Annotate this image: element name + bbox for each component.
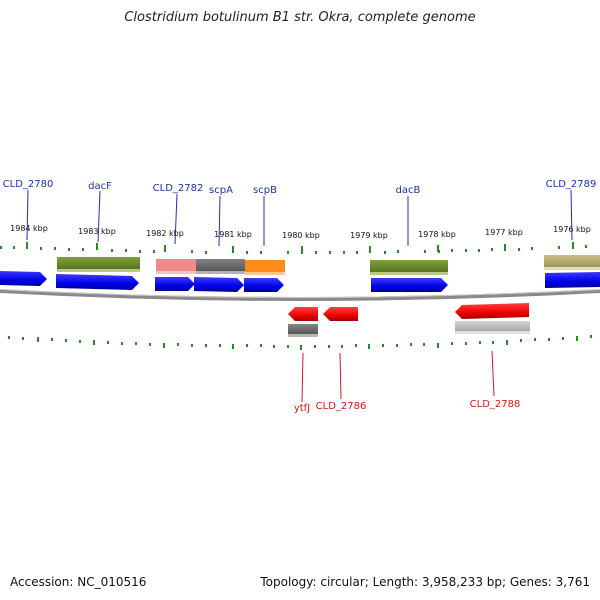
gene-label-dacf[interactable]: dacF <box>88 181 112 192</box>
major-tick <box>506 340 508 345</box>
major-tick <box>163 343 165 348</box>
callout-line <box>218 195 221 247</box>
gene-feature-scpa[interactable] <box>196 259 245 274</box>
reverse-cds-track <box>288 303 529 321</box>
major-tick <box>37 337 39 342</box>
cds-arrow-dacb[interactable] <box>371 278 448 292</box>
gene-feature-scpb[interactable] <box>245 260 285 275</box>
tick-label: 1979 kbp <box>350 231 388 240</box>
feature-shadow <box>57 269 140 272</box>
gene-label-dacb[interactable]: dacB <box>396 185 421 196</box>
gene-label-cld2780[interactable]: CLD_2780 <box>3 179 54 190</box>
major-tick <box>504 244 506 251</box>
major-tick <box>572 242 574 249</box>
tick-label: 1977 kbp <box>485 228 523 237</box>
gene-label-ytfj[interactable]: ytfJ <box>294 403 310 414</box>
tick-label: 1981 kbp <box>214 230 252 239</box>
forward-feature-track <box>57 255 600 275</box>
gene-feature-cld2789[interactable] <box>544 255 600 270</box>
callout-line <box>97 190 101 243</box>
cds-arrow-scpa[interactable] <box>194 277 244 292</box>
major-tick <box>232 344 234 349</box>
genome-backbone <box>0 289 600 301</box>
major-tick <box>437 343 439 348</box>
major-tick <box>300 345 302 350</box>
feature-shadow <box>196 271 245 274</box>
forward-cds-track <box>0 271 600 292</box>
gene-label-scpb[interactable]: scpB <box>253 185 277 196</box>
major-ticks-outer <box>26 242 574 253</box>
gene-label-cld2788[interactable]: CLD_2788 <box>470 399 521 410</box>
cds-arrow-cld2788[interactable] <box>455 303 529 319</box>
cds-arrow-cld2780[interactable] <box>0 271 47 286</box>
cds-arrow-cld2786[interactable] <box>323 307 358 321</box>
feature-shadow <box>288 334 318 337</box>
forward-gene-label-texts: CLD_2780 dacF CLD_2782 scpA scpB dacB CL… <box>3 179 597 196</box>
feature-shadow <box>156 271 196 274</box>
tick-label: 1984 kbp <box>10 224 48 233</box>
gene-feature-dacf[interactable] <box>57 257 140 272</box>
tick-labels: 1984 kbp 1983 kbp 1982 kbp 1981 kbp 1980… <box>10 224 591 240</box>
gene-feature-ytfj[interactable] <box>288 324 318 337</box>
gene-feature-dacb[interactable] <box>370 260 448 275</box>
callout-line <box>339 352 342 400</box>
forward-gene-labels <box>26 189 573 247</box>
major-tick <box>232 246 234 253</box>
major-tick <box>164 245 166 252</box>
gene-label-cld2782[interactable]: CLD_2782 <box>153 183 204 194</box>
feature-shadow <box>455 331 530 334</box>
map-title: Clostridium botulinum B1 str. Okra, comp… <box>124 10 476 25</box>
genome-backbone-highlight <box>0 289 600 298</box>
gene-feature-cld2788[interactable] <box>455 321 530 334</box>
major-tick <box>26 242 28 249</box>
major-tick <box>301 246 303 253</box>
tick-label: 1982 kbp <box>146 229 184 238</box>
major-tick <box>576 336 578 341</box>
tick-label: 1980 kbp <box>282 231 320 240</box>
callout-line <box>491 350 495 397</box>
gene-label-cld2786[interactable]: CLD_2786 <box>316 401 367 412</box>
feature-shadow <box>370 272 448 275</box>
reverse-gene-labels <box>301 350 495 403</box>
tick-label: 1978 kbp <box>418 230 456 239</box>
callout-line <box>174 193 178 245</box>
genome-summary-text: Topology: circular; Length: 3,958,233 bp… <box>260 575 590 589</box>
feature-shadow <box>245 272 285 275</box>
cds-arrow-ytfj[interactable] <box>288 307 318 321</box>
major-tick <box>437 245 439 252</box>
major-tick <box>96 243 98 250</box>
callout-line <box>26 189 29 241</box>
reverse-feature-track <box>288 321 530 337</box>
minor-ticks-outer <box>0 245 587 254</box>
callout-line <box>570 189 573 241</box>
accession-text: Accession: NC_010516 <box>10 575 147 589</box>
gene-label-cld2789[interactable]: CLD_2789 <box>546 179 597 190</box>
reverse-gene-label-texts: ytfJ CLD_2786 CLD_2788 <box>294 399 521 414</box>
cds-arrow-dacf[interactable] <box>56 274 139 290</box>
gene-feature-cld2782[interactable] <box>156 259 196 274</box>
cds-arrow-cld2789[interactable] <box>545 272 600 288</box>
cds-arrow-scpb[interactable] <box>244 278 284 292</box>
outer-tick-ring: 1984 kbp 1983 kbp 1982 kbp 1981 kbp 1980… <box>0 224 591 254</box>
cds-arrow-cld2782[interactable] <box>155 277 195 291</box>
callout-line <box>301 352 304 403</box>
major-tick <box>368 344 370 349</box>
tick-label: 1983 kbp <box>78 227 116 236</box>
feature-shadow <box>544 267 600 270</box>
inner-tick-ring <box>8 335 592 350</box>
major-tick <box>369 246 371 253</box>
major-tick <box>93 340 95 345</box>
gene-label-scpa[interactable]: scpA <box>209 185 233 196</box>
